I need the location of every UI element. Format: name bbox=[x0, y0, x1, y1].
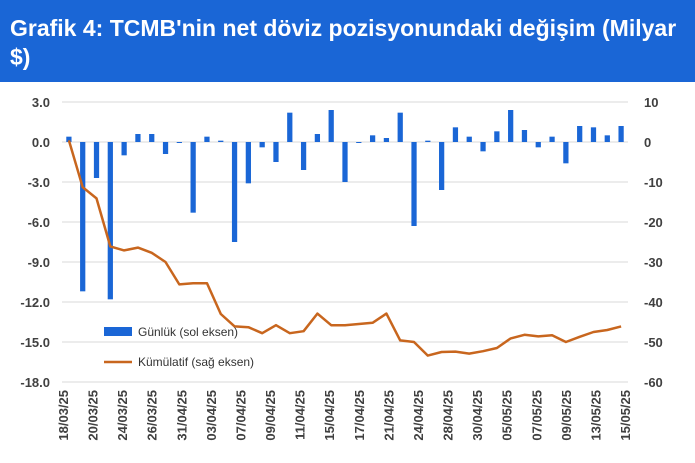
right-tick-label: 0 bbox=[644, 135, 651, 150]
x-tick-label: 15/04/25 bbox=[322, 390, 337, 441]
bar bbox=[287, 112, 293, 142]
bar bbox=[218, 140, 224, 142]
bar bbox=[618, 126, 624, 142]
left-tick-label: -3.0 bbox=[28, 175, 50, 190]
bar bbox=[107, 142, 113, 300]
legend-bar-label: Günlük (sol eksen) bbox=[138, 325, 238, 339]
bar bbox=[466, 136, 472, 142]
x-tick-label: 17/04/25 bbox=[352, 390, 367, 441]
bar bbox=[604, 135, 610, 142]
cumulative-line bbox=[67, 140, 622, 357]
left-tick-label: -6.0 bbox=[28, 215, 50, 230]
left-tick-label: -9.0 bbox=[28, 255, 50, 270]
bar bbox=[190, 142, 196, 213]
bar bbox=[80, 142, 86, 292]
right-axis-ticks: 10 0 -10 -20 -30 -40 -50 -60 bbox=[644, 95, 663, 390]
left-tick-label: -12.0 bbox=[20, 295, 50, 310]
bar bbox=[231, 142, 238, 242]
bar bbox=[121, 142, 127, 156]
bar bbox=[577, 126, 583, 142]
left-axis-ticks: 3.0 0.0 -3.0 -6.0 -9.0 -12.0 -15.0 -18.0 bbox=[20, 95, 50, 390]
right-tick-label: -10 bbox=[644, 175, 663, 190]
bar bbox=[273, 142, 279, 162]
bar bbox=[259, 142, 265, 148]
bar bbox=[563, 142, 569, 164]
bar bbox=[328, 110, 334, 142]
x-tick-label: 05/05/25 bbox=[500, 390, 515, 441]
bar bbox=[549, 136, 555, 142]
left-tick-label: -15.0 bbox=[20, 335, 50, 350]
x-tick-label: 18/03/25 bbox=[56, 390, 71, 441]
left-tick-label: 0.0 bbox=[32, 135, 50, 150]
bar bbox=[342, 142, 348, 182]
bar bbox=[93, 142, 100, 178]
bar bbox=[508, 110, 514, 142]
right-tick-label: -50 bbox=[644, 335, 663, 350]
bar bbox=[66, 136, 72, 142]
x-tick-label: 20/03/25 bbox=[86, 390, 101, 441]
bar bbox=[356, 142, 362, 143]
x-axis-ticks: 18/03/25 20/03/25 24/03/25 26/03/25 31/04/25… bbox=[56, 390, 633, 441]
chart-svg: 3.0 0.0 -3.0 -6.0 -9.0 -12.0 -15.0 -18.0 10 0 -10… bbox=[20, 95, 663, 441]
bar bbox=[535, 142, 541, 148]
bar bbox=[149, 134, 155, 142]
legend: Günlük (sol eksen) Kümülatif (sağ eksen) bbox=[104, 325, 254, 369]
x-tick-label: 09/04/25 bbox=[263, 390, 278, 441]
left-tick-label: -18.0 bbox=[20, 375, 50, 390]
x-tick-label: 09/05/25 bbox=[559, 390, 574, 441]
bar bbox=[369, 135, 376, 142]
bar bbox=[300, 142, 307, 170]
bar bbox=[411, 142, 417, 226]
bar bbox=[204, 136, 210, 142]
bar bbox=[135, 134, 141, 142]
right-tick-label: 10 bbox=[644, 95, 658, 110]
x-tick-label: 15/05/25 bbox=[618, 390, 633, 441]
bar bbox=[494, 131, 500, 142]
right-tick-label: -30 bbox=[644, 255, 663, 270]
bar bbox=[452, 127, 459, 142]
legend-bar-swatch bbox=[104, 327, 132, 336]
chart-header: Grafik 4: TCMB'nin net döviz pozisyonund… bbox=[0, 0, 695, 82]
x-tick-label: 13/05/25 bbox=[588, 390, 603, 441]
x-tick-label: 07/04/25 bbox=[233, 390, 248, 441]
bar bbox=[397, 112, 403, 142]
bar bbox=[439, 142, 445, 190]
x-tick-label: 31/04/25 bbox=[174, 390, 189, 441]
chart-area: 3.0 0.0 -3.0 -6.0 -9.0 -12.0 -15.0 -18.0 10 0 -10… bbox=[0, 82, 695, 458]
right-tick-label: -40 bbox=[644, 295, 663, 310]
bar bbox=[521, 130, 528, 142]
bar bbox=[162, 142, 169, 154]
right-tick-label: -60 bbox=[644, 375, 663, 390]
x-tick-label: 24/04/25 bbox=[411, 390, 426, 441]
x-tick-label: 26/03/25 bbox=[145, 390, 160, 441]
bar bbox=[314, 134, 321, 142]
x-tick-label: 07/05/25 bbox=[529, 390, 544, 441]
bar-series bbox=[66, 110, 624, 300]
right-tick-label: -20 bbox=[644, 215, 663, 230]
bar bbox=[245, 142, 251, 184]
bar bbox=[590, 127, 597, 142]
bar bbox=[176, 142, 182, 143]
x-tick-label: 24/03/25 bbox=[115, 390, 130, 441]
bar bbox=[425, 140, 431, 142]
x-tick-label: 03/04/25 bbox=[204, 390, 219, 441]
x-tick-label: 28/04/25 bbox=[441, 390, 456, 441]
bar bbox=[480, 142, 486, 152]
legend-line-label: Kümülatif (sağ eksen) bbox=[138, 355, 254, 369]
x-tick-label: 11/04/25 bbox=[293, 390, 308, 440]
x-tick-label: 21/04/25 bbox=[381, 390, 396, 441]
left-tick-label: 3.0 bbox=[32, 95, 50, 110]
x-tick-label: 30/04/25 bbox=[470, 390, 485, 441]
chart-title: Grafik 4: TCMB'nin net döviz pozisyonund… bbox=[10, 15, 677, 70]
bar bbox=[383, 138, 390, 142]
